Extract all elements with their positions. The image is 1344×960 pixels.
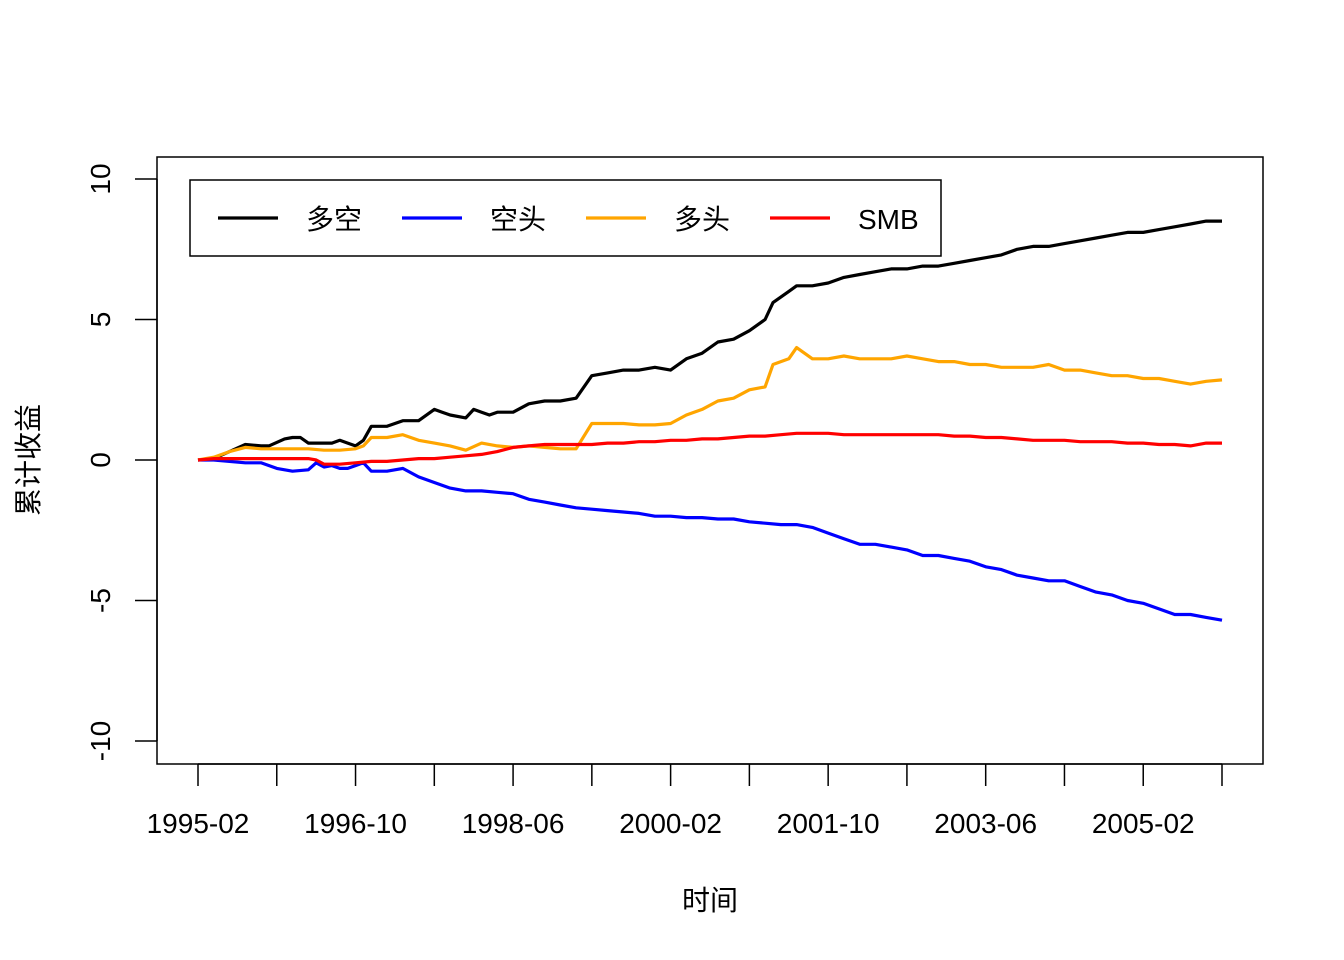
y-tick-label: 5: [85, 312, 116, 328]
legend-label: 多空: [306, 203, 362, 236]
legend-label: SMB: [858, 204, 919, 235]
y-axis: -10 -5 0 5 10: [85, 163, 158, 761]
series-line: [198, 458, 1223, 622]
legend-label: 空头: [490, 203, 546, 236]
x-tick-label: 1995-02: [147, 808, 250, 839]
y-tick-label: 0: [85, 452, 116, 468]
x-tick-label: 2001-10: [777, 808, 880, 839]
y-tick-label: -10: [85, 721, 116, 761]
series-layer: [197, 219, 1223, 622]
x-axis-label: 时间: [682, 884, 738, 917]
x-tick-label: 1998-06: [462, 808, 565, 839]
x-tick-label: 2005-02: [1092, 808, 1195, 839]
x-axis: 1995-02 1996-10 1998-06 2000-02 2001-10 2003-…: [147, 763, 1223, 839]
series-line: [197, 431, 1222, 466]
y-tick-label: -5: [85, 588, 116, 613]
x-tick-label: 2000-02: [619, 808, 722, 839]
x-tick-label: 2003-06: [934, 808, 1037, 839]
y-tick-label: 10: [85, 163, 116, 194]
x-tick-label: 1996-10: [304, 808, 407, 839]
legend: 多空 空头 多头 SMB: [189, 179, 942, 257]
legend-label: 多头: [674, 203, 730, 236]
series-line: [197, 219, 1222, 462]
y-axis-label: 累计收益: [12, 404, 45, 516]
series-line: [197, 346, 1223, 462]
